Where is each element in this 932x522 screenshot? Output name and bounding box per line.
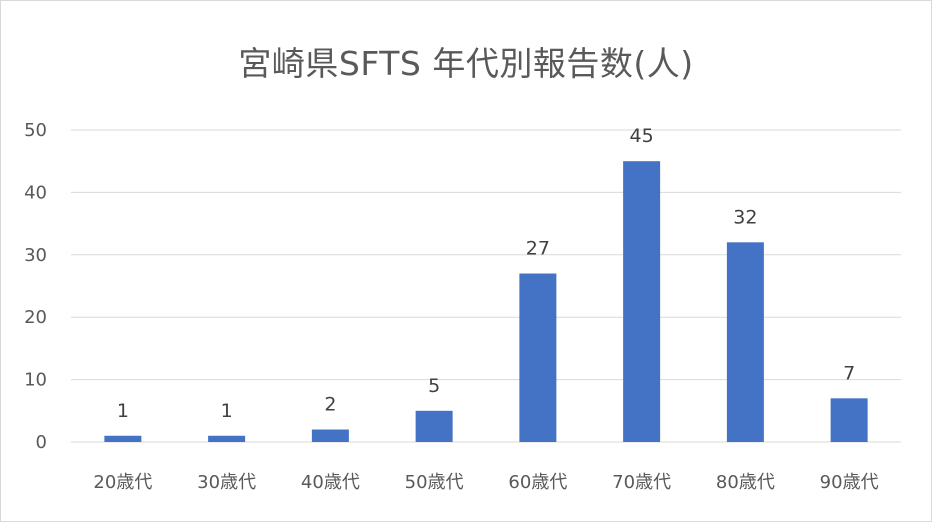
data-label: 27 <box>526 238 550 260</box>
x-tick-label: 80歳代 <box>716 472 775 493</box>
bar <box>415 410 453 442</box>
y-tick-label: 10 <box>24 370 47 391</box>
y-tick-label: 30 <box>24 245 47 266</box>
bar <box>208 435 246 442</box>
x-tick-label: 30歳代 <box>197 472 256 493</box>
data-label: 1 <box>117 400 129 422</box>
x-tick-label: 70歳代 <box>612 472 671 493</box>
data-label: 5 <box>428 375 440 397</box>
x-tick-label: 20歳代 <box>93 472 152 493</box>
y-tick-label: 0 <box>36 432 47 453</box>
data-label: 32 <box>733 206 757 228</box>
data-label: 7 <box>843 362 855 384</box>
data-label: 1 <box>221 400 233 422</box>
data-label: 45 <box>630 125 654 147</box>
x-tick-label: 60歳代 <box>508 472 567 493</box>
x-tick-label: 90歳代 <box>820 472 879 493</box>
bar <box>104 435 142 442</box>
y-tick-label: 50 <box>24 120 47 141</box>
data-label: 2 <box>324 394 336 416</box>
bar <box>726 242 764 442</box>
x-tick-label: 40歳代 <box>301 472 360 493</box>
x-tick-label: 50歳代 <box>405 472 464 493</box>
bar <box>830 398 868 442</box>
bar <box>623 161 661 442</box>
y-tick-label: 20 <box>24 307 47 328</box>
bar <box>311 429 349 442</box>
chart-title: 宮崎県SFTS 年代別報告数(人) <box>238 44 694 83</box>
bar <box>519 273 557 442</box>
y-tick-label: 40 <box>24 182 47 203</box>
